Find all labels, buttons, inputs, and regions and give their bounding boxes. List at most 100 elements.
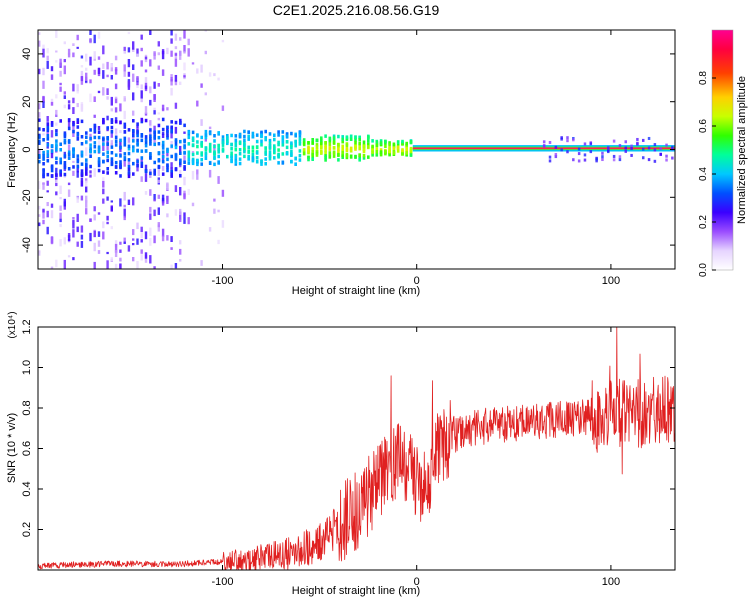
spectrogram-band-cell — [46, 172, 50, 177]
spectrogram-noise-cell — [149, 59, 152, 67]
spectrogram-band-cell — [358, 156, 361, 160]
spectrogram-noise-cell — [153, 266, 156, 269]
spectrogram-noise-cell — [179, 248, 182, 255]
spectrogram-noise-cell — [114, 263, 118, 269]
spectrogram-noise-cell — [102, 180, 105, 188]
spectrogram-band-cell — [341, 155, 344, 159]
spectrogram-fuzz-cell — [554, 145, 558, 149]
spectrogram-band-cell — [114, 139, 118, 143]
spectrogram-band-cell — [367, 135, 370, 139]
spectrogram-band-cell — [42, 168, 45, 172]
spectrogram-band-cell — [127, 167, 131, 172]
spectrogram-band-cell — [46, 128, 50, 133]
spectrogram-band-cell — [63, 134, 67, 139]
spectrogram-band-cell — [345, 135, 349, 139]
spectrogram-band-cell — [46, 154, 50, 158]
spectrogram-noise-cell — [93, 214, 96, 221]
spectrogram-noise-cell — [67, 240, 71, 243]
snr-y-multiplier: (x10⁴) — [7, 311, 18, 338]
spectrogram-band-cell — [341, 147, 344, 151]
spectrogram-noise-cell — [149, 206, 152, 213]
spectrogram-band-cell — [273, 144, 276, 148]
spectrogram-band-cell — [140, 164, 144, 168]
spectrogram-band-cell — [302, 151, 306, 155]
spectrogram-noise-cell — [59, 205, 62, 211]
spectrogram-noise-cell — [67, 121, 71, 128]
spectrogram-band-cell — [187, 130, 191, 134]
spectrogram-band-cell — [157, 123, 161, 128]
spectrogram-band-cell — [392, 144, 396, 148]
spectrogram-band-cell — [144, 149, 148, 153]
spectrogram-band-cell — [243, 129, 246, 134]
spectrogram-band-cell — [324, 155, 327, 160]
spectrogram-noise-cell — [80, 225, 84, 233]
spectrogram-band-cell — [230, 142, 233, 147]
spectrogram-band-cell — [59, 148, 62, 152]
spectrogram-band-cell — [264, 157, 267, 161]
spectrogram-noise-cell — [110, 130, 113, 138]
spectrogram-band-cell — [196, 151, 199, 155]
spectrogram-noise-cell — [170, 50, 173, 57]
spectrogram-band-cell — [174, 120, 178, 125]
spectrogram-band-cell — [204, 135, 208, 140]
spectrogram-band-cell — [97, 149, 101, 154]
spectrogram-noise-cell — [183, 45, 186, 52]
spectrogram-noise-cell — [217, 209, 220, 213]
spectrogram-noise-cell — [174, 263, 178, 269]
spectrogram-noise-cell — [183, 155, 186, 163]
spectrogram-band-cell — [110, 157, 114, 161]
spectrogram-noise-cell — [110, 226, 113, 230]
spectrogram-band-cell — [409, 153, 413, 157]
spectrogram-fuzz-cell — [566, 150, 569, 154]
spectrogram-band-cell — [294, 139, 297, 144]
spectrogram-band-cell — [379, 150, 383, 155]
spectrogram-band-cell — [85, 140, 88, 144]
spectrogram-band-cell — [72, 148, 75, 152]
spectrogram-noise-cell — [144, 77, 148, 83]
spectrogram-band-cell — [85, 135, 88, 139]
spectrogram-band-cell — [144, 169, 148, 173]
spectrogram-band-cell — [367, 142, 370, 147]
spectrogram-band-cell — [273, 156, 276, 160]
spectrogram-fuzz-cell — [641, 147, 645, 151]
spectrogram-noise-cell — [50, 130, 54, 138]
spectrogram-band-cell — [405, 151, 408, 155]
spectrogram-band-cell — [247, 134, 250, 139]
spectrogram-band-cell — [251, 131, 255, 136]
spectrogram-noise-cell — [59, 224, 62, 228]
spectrogram-noise-cell — [183, 131, 186, 134]
spectrogram-band-cell — [230, 159, 233, 164]
spectrogram-noise-cell — [140, 34, 143, 38]
spectrogram-band-cell — [174, 153, 178, 158]
spectrogram-band-cell — [136, 141, 139, 146]
spectrogram-band-cell — [50, 144, 54, 148]
spectrogram-band-cell — [106, 136, 109, 140]
spectrogram-noise-cell — [72, 124, 75, 132]
spectrogram-noise-cell — [161, 50, 165, 60]
spectrogram-band-cell — [217, 143, 220, 148]
spectrogram-band-cell — [42, 162, 45, 166]
spectrogram-band-cell — [341, 153, 344, 158]
spectrogram-noise-cell — [191, 62, 195, 65]
spectrogram-band-cell — [191, 138, 195, 143]
spectrogram-band-cell — [273, 133, 276, 137]
spectrogram-noise-cell — [72, 52, 75, 58]
spectrogram-band-cell — [260, 131, 263, 136]
spectrogram-noise-cell — [161, 235, 165, 242]
spectrogram-band-cell — [196, 140, 199, 144]
spectrogram-band-cell — [157, 159, 161, 163]
spectrogram-band-cell — [110, 159, 114, 164]
spectrogram-band-cell — [93, 149, 97, 154]
spectrogram-noise-cell — [106, 251, 109, 255]
spectrogram-band-cell — [106, 171, 109, 175]
spectrogram-noise-cell — [140, 239, 143, 243]
spectrogram-band-cell — [114, 143, 118, 147]
spectrogram-noise-cell — [140, 37, 143, 40]
spectrogram-band-cell — [238, 157, 242, 161]
spectrogram-band-cell — [302, 148, 306, 153]
spectrogram-noise-cell — [213, 208, 216, 214]
spectrogram-band-cell — [50, 168, 54, 173]
spectrogram-band-cell — [268, 141, 272, 146]
spectrogram-fuzz-cell — [542, 144, 546, 148]
spectrogram-noise-cell — [196, 173, 199, 180]
